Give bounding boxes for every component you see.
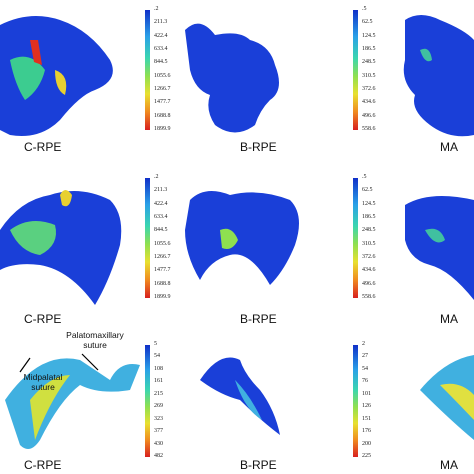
- panel-label: C-RPE: [24, 140, 62, 154]
- scale-label: 558.6: [362, 294, 376, 300]
- scale-label: 422.4: [154, 200, 168, 207]
- scale-label: 496.6: [362, 112, 376, 119]
- scale-label: 422.4: [154, 32, 168, 39]
- scale-label: .5: [362, 174, 367, 180]
- scale-label: 2: [362, 341, 365, 347]
- panel-label: C-RPE: [24, 312, 62, 326]
- scale-label: 844.5: [154, 59, 168, 66]
- scale-label: 1477.7: [154, 267, 171, 274]
- color-bar: [145, 10, 150, 130]
- scale-label: 1266.7: [154, 254, 171, 260]
- scale-label: 126: [362, 403, 371, 410]
- scale-label: 62.5: [362, 19, 373, 26]
- panel-label: C-RPE: [24, 458, 62, 472]
- scale-label: 377: [154, 428, 163, 435]
- scale-label: 269: [154, 403, 163, 410]
- annotation-arrows: [19, 353, 99, 373]
- scale-label: 482: [154, 453, 163, 459]
- scale-label: 434.6: [362, 267, 376, 274]
- scale-label: 430: [154, 440, 163, 447]
- render-b-rpe-3: [200, 357, 280, 435]
- scale-label: 844.5: [154, 227, 168, 234]
- scale-label: 76: [362, 378, 368, 385]
- panel-label: B-RPE: [240, 140, 277, 154]
- scale-label: 200: [362, 440, 371, 447]
- render-b-rpe-2: [185, 191, 299, 285]
- scale-label: 124.5: [362, 200, 376, 207]
- scale-label: 496.6: [362, 280, 376, 287]
- render-ma-2: [405, 196, 474, 300]
- panel-label: MA: [440, 312, 458, 326]
- scale-label: .2: [154, 6, 159, 12]
- render-ma-1: [403, 15, 474, 137]
- color-bar: [353, 345, 358, 457]
- scale-label: 1899.9: [154, 126, 171, 132]
- render-c-rpe-2: [0, 190, 122, 305]
- scale-label: 161: [154, 378, 163, 385]
- panel-label: MA: [440, 458, 458, 472]
- scale-label: 310.5: [362, 72, 376, 79]
- panel-label: B-RPE: [240, 312, 277, 326]
- annotation: Palatomaxillary suture: [66, 330, 124, 350]
- scale-label: 248.5: [362, 59, 376, 66]
- color-bar: [353, 10, 358, 130]
- render-b-rpe-1: [185, 23, 279, 133]
- color-bar: [145, 178, 150, 298]
- scale-label: 186.5: [362, 46, 376, 52]
- scale-label: 225: [362, 453, 371, 459]
- scale-label: 1266.7: [154, 86, 171, 92]
- scale-label: 1055.6: [154, 240, 171, 247]
- scale-label: 1055.6: [154, 72, 171, 79]
- scale-label: 1899.9: [154, 294, 171, 300]
- color-bar: [353, 178, 358, 298]
- scale-label: 215: [154, 390, 163, 397]
- scale-label: 54: [154, 353, 160, 360]
- scale-label: 372.6: [362, 254, 376, 260]
- scale-label: 558.6: [362, 126, 376, 132]
- scale-label: 211.3: [154, 19, 168, 26]
- render-c-rpe-3: [5, 358, 140, 449]
- scale-label: 1688.8: [154, 112, 171, 119]
- scale-label: 1688.8: [154, 280, 171, 287]
- scale-label: 434.6: [362, 99, 376, 106]
- scale-label: 101: [362, 390, 371, 397]
- scale-label: 211.3: [154, 187, 168, 194]
- scale-label: 108: [154, 365, 163, 372]
- scale-label: 176: [362, 428, 371, 435]
- scale-label: 54: [362, 365, 368, 372]
- scale-label: 27: [362, 353, 368, 360]
- annotation: Midpalatal suture: [23, 372, 63, 392]
- scale-label: 62.5: [362, 187, 373, 194]
- scale-label: 372.6: [362, 86, 376, 92]
- scale-label: 151: [362, 415, 371, 422]
- scale-label: 248.5: [362, 227, 376, 234]
- scale-label: 1477.7: [154, 99, 171, 106]
- render-c-rpe-1: [0, 16, 113, 136]
- panel-label: B-RPE: [240, 458, 277, 472]
- color-bar: [145, 345, 150, 457]
- scale-label: 633.4: [154, 46, 168, 52]
- scale-label: 186.5: [362, 214, 376, 220]
- scale-label: .5: [362, 6, 367, 12]
- scale-label: .2: [154, 174, 159, 180]
- panel-label: MA: [440, 140, 458, 154]
- render-ma-3: [420, 355, 474, 440]
- scale-label: 5: [154, 341, 157, 347]
- scale-label: 633.4: [154, 214, 168, 220]
- scale-label: 310.5: [362, 240, 376, 247]
- scale-label: 323: [154, 415, 163, 422]
- scale-label: 124.5: [362, 32, 376, 39]
